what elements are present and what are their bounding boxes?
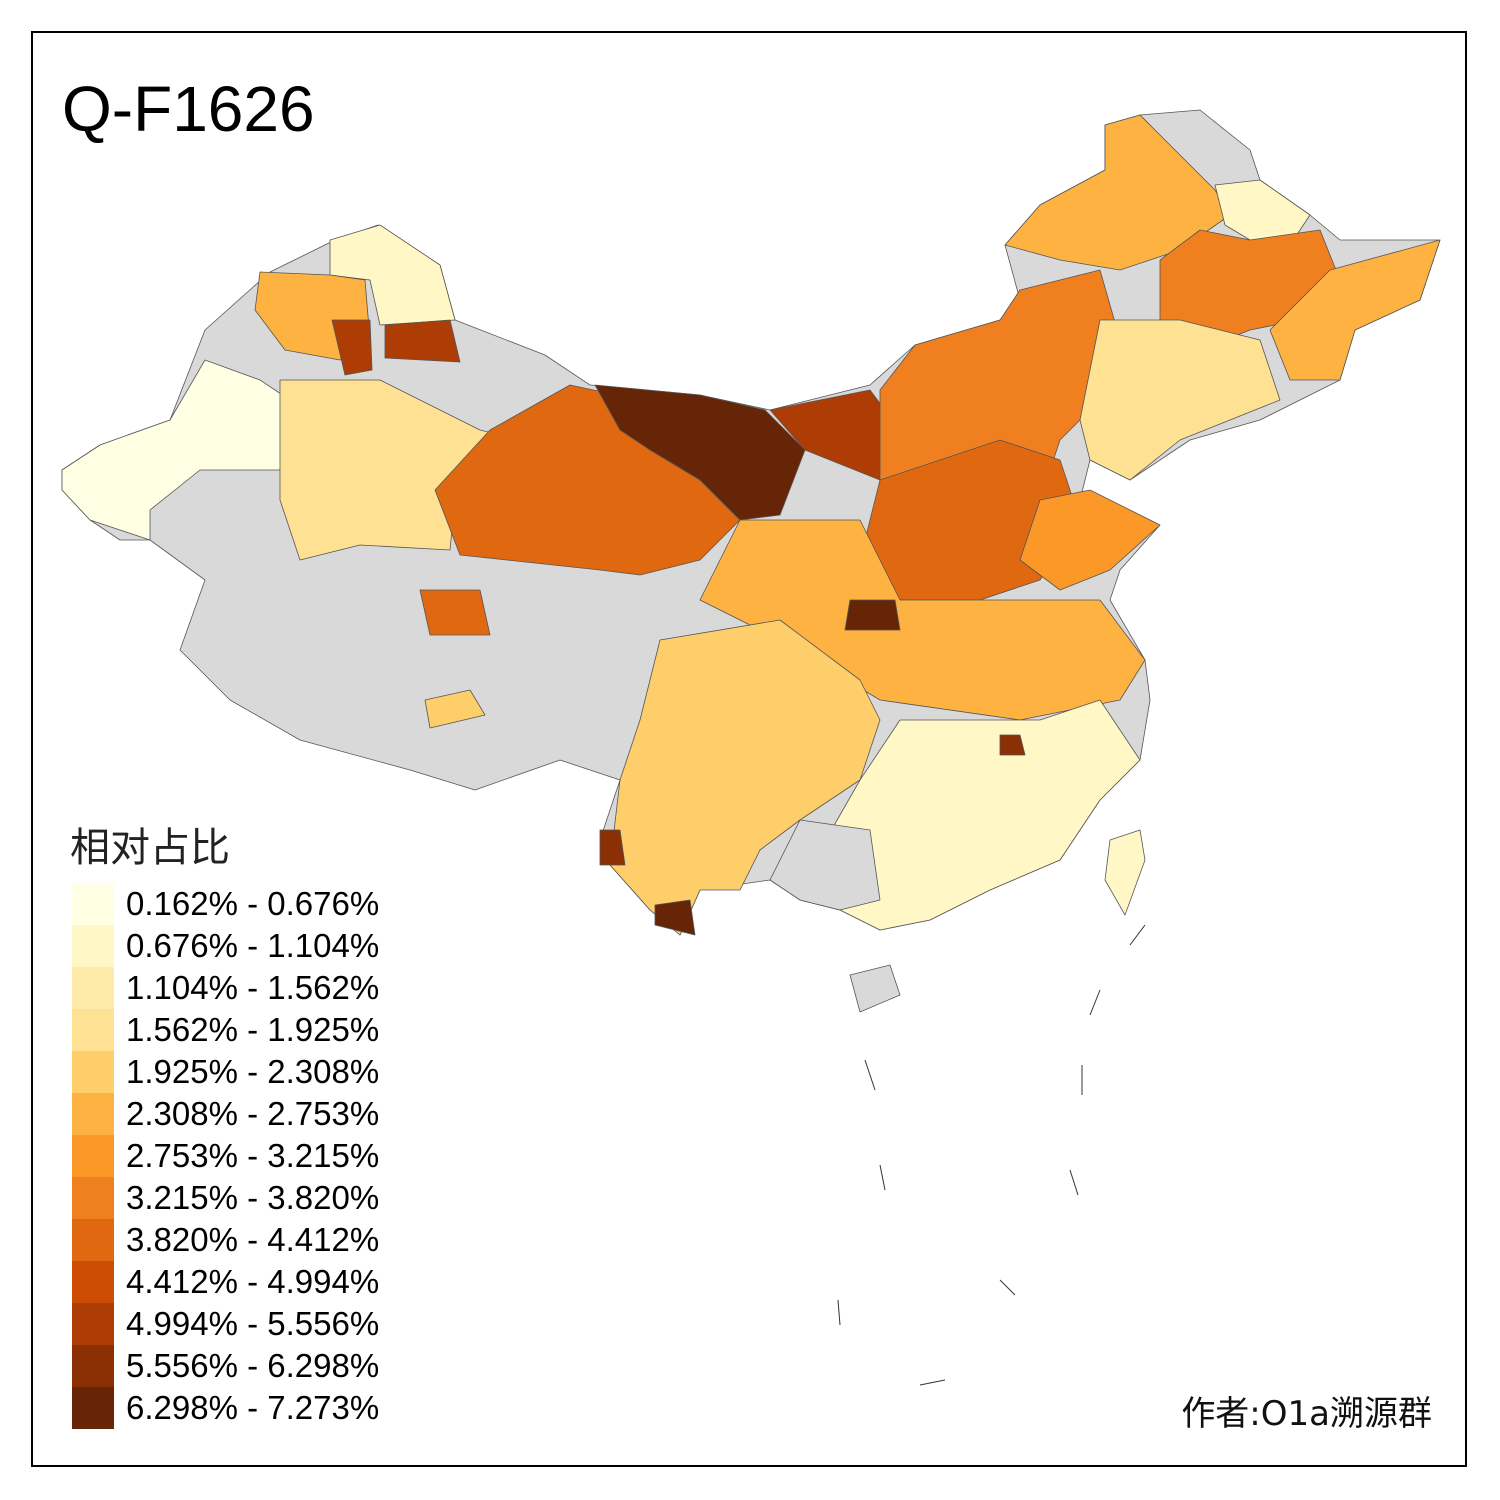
legend-swatch (72, 1345, 114, 1387)
nine-dash-line-segment (919, 1379, 946, 1386)
legend-label: 1.104% - 1.562% (126, 969, 380, 1006)
legend-swatch (72, 1387, 114, 1429)
legend-label: 3.820% - 4.412% (126, 1221, 380, 1258)
legend-label: 0.162% - 0.676% (126, 885, 380, 922)
legend-item: 6.298% - 7.273% (72, 1387, 379, 1429)
legend-item: 0.162% - 0.676% (72, 883, 379, 925)
region-dark-1 (331, 319, 373, 376)
region-dark-2 (384, 319, 461, 363)
map-title: Q-F1626 (62, 73, 315, 145)
legend-swatch (72, 925, 114, 967)
legend-title: 相对占比 (70, 825, 230, 871)
region-far-east (1269, 239, 1441, 381)
legend-label: 1.562% - 1.925% (126, 1011, 380, 1048)
nine-dash-line-segment (999, 1279, 1016, 1296)
legend-label: 6.298% - 7.273% (126, 1389, 380, 1426)
region-dark-henan (844, 599, 901, 631)
nine-dash-line-segment (1129, 924, 1146, 946)
region-hainan (849, 964, 901, 1013)
legend-item: 0.676% - 1.104% (72, 925, 379, 967)
region-dark-yunnan-south (654, 899, 696, 936)
legend-label: 2.753% - 3.215% (126, 1137, 380, 1174)
region-guangxi (769, 819, 881, 911)
region-liaoning (1079, 319, 1281, 481)
nine-dash-line-segment (879, 1164, 886, 1191)
legend-item: 1.925% - 2.308% (72, 1051, 379, 1093)
legend-swatch (72, 1051, 114, 1093)
legend-swatch (72, 1093, 114, 1135)
legend-item: 2.308% - 2.753% (72, 1093, 379, 1135)
legend-item: 4.412% - 4.994% (72, 1261, 379, 1303)
region-northeast-west (1004, 114, 1231, 271)
region-tibet-south (424, 689, 486, 729)
legend-label: 4.994% - 5.556% (126, 1305, 380, 1342)
map-frame (31, 31, 1467, 1467)
legend-label: 5.556% - 6.298% (126, 1347, 380, 1384)
legend-item: 2.753% - 3.215% (72, 1135, 379, 1177)
region-taiwan (1104, 829, 1146, 916)
author-credit: 作者:O1a溯源群 (1181, 1394, 1432, 1434)
legend: 0.162% - 0.676% 0.676% - 1.104% 1.104% - 1… (72, 883, 379, 1429)
legend-swatch (72, 1303, 114, 1345)
nine-dash-line-segment (864, 1059, 876, 1091)
legend-label: 1.925% - 2.308% (126, 1053, 380, 1090)
nine-dash-line-segment (1069, 1169, 1079, 1196)
legend-item: 1.104% - 1.562% (72, 967, 379, 1009)
legend-label: 4.412% - 4.994% (126, 1263, 380, 1300)
region-dark-jiangxi (999, 734, 1026, 756)
legend-swatch (72, 1009, 114, 1051)
legend-item: 4.994% - 5.556% (72, 1303, 379, 1345)
region-southwest (609, 619, 881, 936)
legend-swatch (72, 967, 114, 1009)
legend-swatch (72, 1177, 114, 1219)
legend-item: 3.820% - 4.412% (72, 1219, 379, 1261)
legend-swatch (72, 883, 114, 925)
region-shandong (1019, 489, 1161, 591)
legend-item: 3.215% - 3.820% (72, 1177, 379, 1219)
legend-swatch (72, 1261, 114, 1303)
legend-label: 0.676% - 1.104% (126, 927, 380, 964)
legend-item: 1.562% - 1.925% (72, 1009, 379, 1051)
region-tibet-spot (419, 589, 491, 636)
legend-label: 3.215% - 3.820% (126, 1179, 380, 1216)
nine-dash-line-segment (837, 1299, 841, 1326)
legend-swatch (72, 1219, 114, 1261)
nine-dash-line-segment (1089, 989, 1101, 1016)
region-dark-yunnan-west (599, 829, 626, 866)
legend-label: 2.308% - 2.753% (126, 1095, 380, 1132)
legend-swatch (72, 1135, 114, 1177)
legend-item: 5.556% - 6.298% (72, 1345, 379, 1387)
region-inner-mongolia-west (594, 384, 806, 521)
